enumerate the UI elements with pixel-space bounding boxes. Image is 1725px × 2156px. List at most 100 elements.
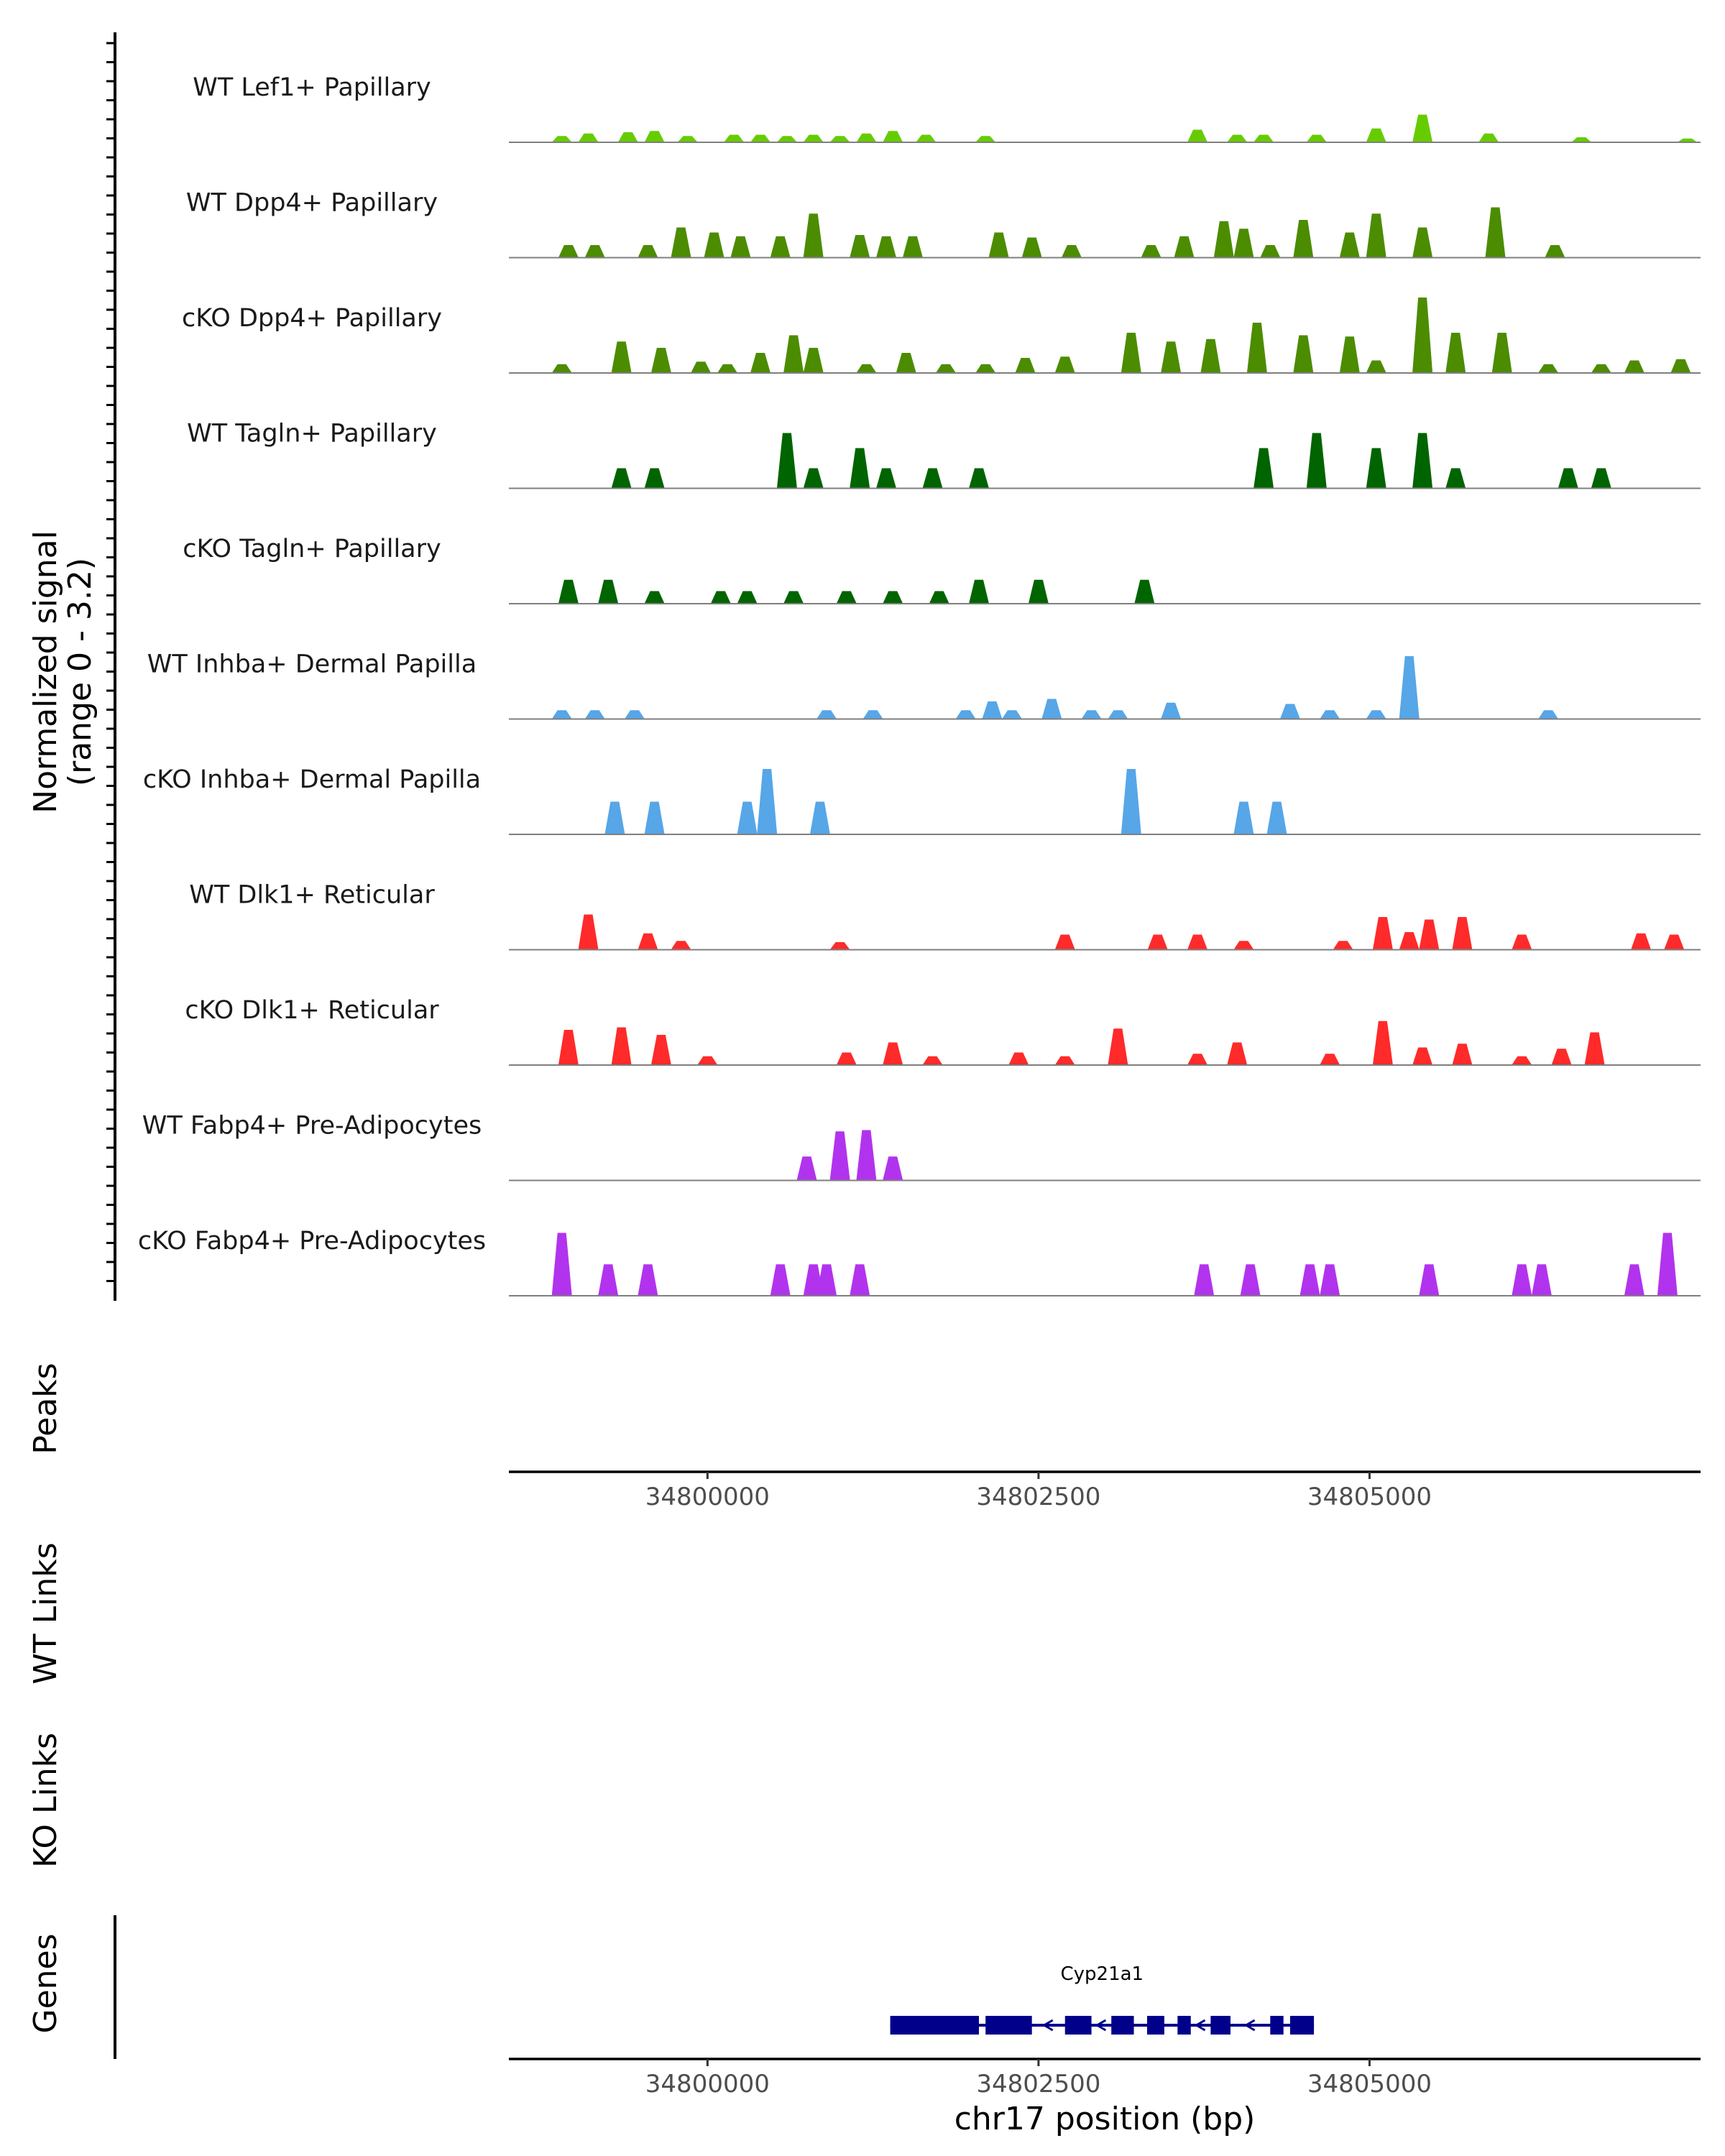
x-tick-label-0: 34800000 [645, 1483, 770, 1511]
signal-peak-2 [638, 1264, 658, 1296]
signal-peak-8 [803, 134, 824, 142]
track-label: cKO Dpp4+ Papillary [182, 304, 442, 333]
signal-peak-8 [929, 591, 949, 604]
signal-peak-10 [1108, 710, 1128, 719]
signal-peak-11 [988, 232, 1009, 258]
signal-peak-1 [598, 579, 619, 604]
signal-peak-16 [1213, 221, 1234, 258]
track-7: WT Dlk1+ Reticular [189, 881, 1701, 951]
signal-peak-23 [1485, 207, 1506, 258]
signal-peak-18 [1584, 1032, 1605, 1065]
track-0: WT Lef1+ Papillary [193, 73, 1701, 143]
signal-peak-12 [1015, 358, 1036, 373]
signal-peak-11 [1134, 579, 1155, 604]
signal-peak-10 [935, 364, 956, 373]
signal-peak-24 [1545, 245, 1565, 258]
signal-peak-17 [1233, 229, 1254, 258]
signal-peak-9 [1306, 433, 1327, 489]
signal-peak-4 [737, 591, 758, 604]
signal-peak-3 [691, 361, 712, 373]
signal-peak-13 [1061, 245, 1082, 258]
signal-peak-10 [1187, 1054, 1208, 1065]
signal-peak-15 [1174, 236, 1195, 258]
gene-panel: Cyp21a1 [890, 1963, 1315, 2035]
signal-peak-9 [1081, 710, 1102, 719]
signal-peak-6 [770, 236, 791, 258]
signal-peak-14 [1187, 129, 1208, 142]
signal-peak-6 [850, 1264, 870, 1296]
signal-peak-8 [1333, 941, 1353, 950]
signal-peak-2 [617, 132, 638, 142]
ko-links-panel-label: KO Links [27, 1733, 64, 1868]
signal-peak-12 [1512, 1264, 1532, 1296]
track-2: cKO Dpp4+ Papillary [182, 298, 1701, 374]
signal-peak-5 [730, 236, 751, 258]
signal-peak-5 [955, 710, 976, 719]
signal-peak-14 [1412, 1047, 1433, 1065]
signal-peak-9 [1372, 917, 1393, 950]
signal-peak-3 [770, 1264, 791, 1296]
signal-peak-1 [578, 133, 599, 142]
signal-peak-13 [1558, 468, 1578, 489]
signal-peak-3 [829, 942, 850, 950]
signal-peak-11 [1161, 702, 1182, 719]
signal-peak-5 [816, 1264, 837, 1296]
signal-peak-12 [1021, 237, 1042, 258]
signal-peak-7 [776, 136, 797, 142]
signal-peak-1 [584, 710, 605, 719]
gene-exon-4 [1146, 2016, 1164, 2035]
signal-peak-27 [1670, 359, 1691, 373]
signal-peak-11 [975, 364, 996, 373]
track-label: WT Fabp4+ Pre-Adipocytes [142, 1112, 482, 1141]
signal-peak-22 [1412, 227, 1433, 258]
signal-peak-1 [584, 245, 605, 258]
signal-peak-19 [1339, 336, 1360, 373]
gene-exon-6 [1210, 2016, 1231, 2035]
signal-peak-0 [558, 245, 579, 258]
signal-peak-17 [1306, 134, 1327, 142]
signal-peak-26 [1624, 360, 1644, 373]
signal-peak-2 [638, 245, 658, 258]
signal-peak-8 [1254, 448, 1274, 489]
signal-peak-13 [975, 136, 996, 142]
signal-peak-0 [551, 364, 572, 373]
signal-peak-8 [1054, 1056, 1075, 1065]
signal-peak-6 [750, 134, 770, 142]
signal-peak-6 [1233, 801, 1254, 834]
gene-exon-7 [1270, 2016, 1284, 2035]
signal-peak-14 [1624, 1264, 1644, 1296]
x-tick-label-2: 34805000 [1307, 2070, 1432, 2099]
gene-exon-2 [1064, 2016, 1092, 2035]
signal-peak-12 [1320, 1054, 1340, 1065]
signal-peak-0 [558, 579, 579, 604]
signal-peak-1 [598, 1264, 619, 1296]
signal-peak-1 [829, 1131, 850, 1181]
signal-peak-9 [896, 353, 916, 373]
signal-peak-19 [1412, 114, 1433, 142]
track-label: WT Lef1+ Papillary [193, 73, 431, 102]
signal-peak-10 [856, 133, 877, 142]
signal-peak-0 [578, 914, 599, 950]
signal-peak-10 [1366, 448, 1386, 489]
signal-peak-5 [750, 353, 770, 373]
signal-peak-9 [829, 136, 850, 142]
strand-arrow-1 [1041, 2019, 1054, 2032]
signal-peak-2 [776, 433, 797, 489]
track-label: cKO Inhba+ Dermal Papilla [143, 765, 481, 794]
signal-peak-8 [856, 364, 877, 373]
signal-peak-10 [1399, 932, 1420, 950]
signal-peak-0 [796, 1156, 817, 1181]
signal-peak-12 [1445, 468, 1466, 489]
signal-peak-13 [1512, 934, 1532, 950]
signal-peak-11 [1419, 919, 1440, 950]
signal-peak-22 [1677, 138, 1698, 142]
signal-peak-7 [1194, 1264, 1215, 1296]
signal-peak-1 [611, 1027, 632, 1065]
track-label: cKO Fabp4+ Pre-Adipocytes [138, 1227, 486, 1256]
signal-peak-4 [704, 232, 724, 258]
signal-peak-13 [1054, 356, 1075, 373]
signal-peak-2 [671, 941, 691, 950]
signal-peak-4 [717, 364, 737, 373]
signal-peak-22 [1445, 333, 1466, 373]
track-label: cKO Tagln+ Papillary [183, 535, 441, 563]
